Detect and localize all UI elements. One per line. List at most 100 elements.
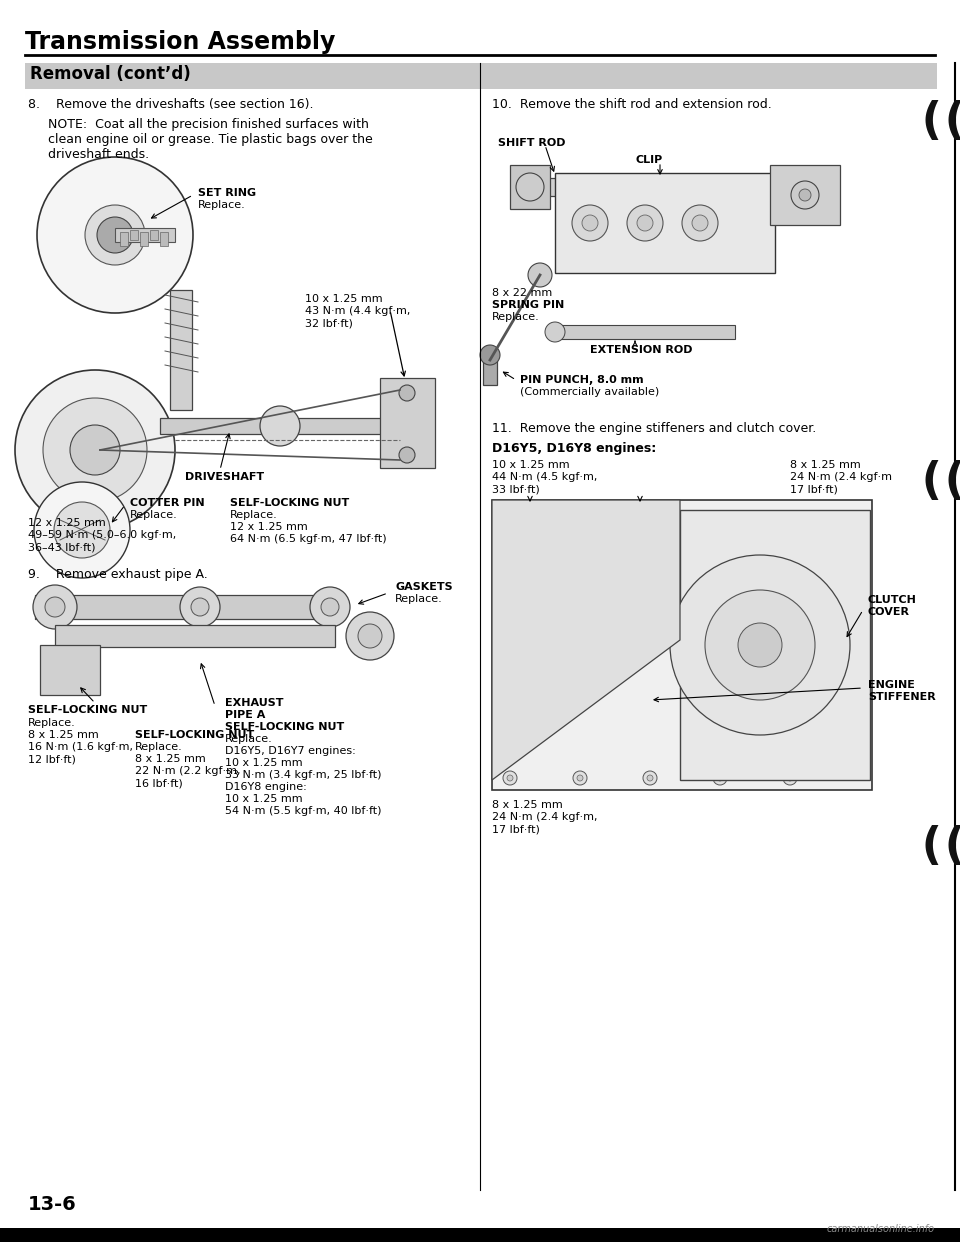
- Circle shape: [848, 553, 862, 568]
- Circle shape: [399, 447, 415, 463]
- Text: 49–59 N·m (5.0–6.0 kgf·m,: 49–59 N·m (5.0–6.0 kgf·m,: [28, 530, 177, 540]
- Circle shape: [260, 406, 300, 446]
- Text: 32 lbf·ft): 32 lbf·ft): [305, 318, 353, 328]
- Circle shape: [85, 205, 145, 265]
- Bar: [35, 595, 345, 619]
- Text: 33 N·m (3.4 kgf·m, 25 lbf·ft): 33 N·m (3.4 kgf·m, 25 lbf·ft): [225, 770, 381, 780]
- Bar: [770, 165, 840, 225]
- Circle shape: [572, 205, 608, 241]
- Text: SELF-LOCKING NUT: SELF-LOCKING NUT: [230, 498, 349, 508]
- Bar: [130, 230, 138, 240]
- Text: COTTER PIN: COTTER PIN: [130, 498, 204, 508]
- Text: ENGINE: ENGINE: [868, 681, 915, 691]
- Circle shape: [852, 515, 858, 520]
- Text: GASKETS: GASKETS: [395, 582, 452, 592]
- Bar: [25, 63, 937, 89]
- Circle shape: [852, 556, 858, 563]
- Circle shape: [787, 775, 793, 781]
- Bar: [55, 625, 335, 647]
- Text: Replace.: Replace.: [135, 741, 182, 751]
- Text: PIN PUNCH, 8.0 mm: PIN PUNCH, 8.0 mm: [520, 375, 643, 385]
- Text: SELF-LOCKING NUT: SELF-LOCKING NUT: [135, 730, 254, 740]
- Circle shape: [582, 215, 598, 231]
- Bar: [170, 289, 192, 410]
- Text: 11.  Remove the engine stiffeners and clutch cover.: 11. Remove the engine stiffeners and clu…: [492, 422, 816, 435]
- Text: ): ): [938, 820, 958, 863]
- Circle shape: [528, 263, 552, 287]
- Circle shape: [807, 515, 813, 520]
- Bar: [160, 232, 168, 246]
- Circle shape: [753, 510, 767, 525]
- Text: Replace.: Replace.: [395, 594, 443, 604]
- Text: 54 N·m (5.5 kgf·m, 40 lbf·ft): 54 N·m (5.5 kgf·m, 40 lbf·ft): [225, 806, 381, 816]
- Circle shape: [180, 587, 220, 627]
- Bar: [555, 325, 735, 339]
- Text: 8.    Remove the driveshafts (see section 16).: 8. Remove the driveshafts (see section 1…: [28, 98, 314, 111]
- Circle shape: [627, 205, 663, 241]
- Circle shape: [705, 590, 815, 700]
- Circle shape: [545, 322, 565, 342]
- Text: 8 x 22 mm: 8 x 22 mm: [492, 288, 552, 298]
- Circle shape: [653, 510, 667, 525]
- Circle shape: [848, 753, 862, 768]
- Circle shape: [557, 515, 563, 520]
- Text: D16Y5, D16Y7 engines:: D16Y5, D16Y7 engines:: [225, 746, 356, 756]
- Circle shape: [346, 612, 394, 660]
- Text: 10 x 1.25 mm: 10 x 1.25 mm: [492, 460, 569, 469]
- Circle shape: [399, 385, 415, 401]
- Circle shape: [692, 215, 708, 231]
- Circle shape: [643, 771, 657, 785]
- Text: 13-6: 13-6: [28, 1195, 77, 1213]
- Circle shape: [852, 607, 858, 614]
- Bar: [520, 178, 830, 196]
- Bar: [380, 378, 435, 468]
- Bar: [0, 1228, 960, 1242]
- Text: EXHAUST: EXHAUST: [225, 698, 283, 708]
- Text: Removal (cont’d): Removal (cont’d): [30, 65, 191, 83]
- Circle shape: [358, 623, 382, 648]
- Circle shape: [717, 775, 723, 781]
- Bar: [140, 232, 148, 246]
- Circle shape: [603, 510, 617, 525]
- Text: 10 x 1.25 mm: 10 x 1.25 mm: [305, 294, 383, 304]
- Circle shape: [852, 758, 858, 763]
- Text: 16 N·m (1.6 kgf·m,: 16 N·m (1.6 kgf·m,: [28, 741, 133, 751]
- Text: DRIVESHAFT: DRIVESHAFT: [185, 472, 264, 482]
- Text: (Commercially available): (Commercially available): [520, 388, 660, 397]
- Circle shape: [70, 425, 120, 474]
- Bar: [120, 232, 128, 246]
- Text: PIPE A: PIPE A: [225, 710, 265, 720]
- Text: 22 N·m (2.2 kgf·m,: 22 N·m (2.2 kgf·m,: [135, 766, 241, 776]
- Circle shape: [45, 597, 65, 617]
- Text: ): ): [915, 820, 935, 863]
- Circle shape: [516, 173, 544, 201]
- Text: carmanualsonline.info: carmanualsonline.info: [827, 1225, 935, 1235]
- Circle shape: [480, 345, 500, 365]
- Text: ): ): [938, 455, 958, 498]
- Circle shape: [310, 587, 350, 627]
- Text: CLIP: CLIP: [635, 155, 662, 165]
- Bar: [160, 419, 400, 433]
- Circle shape: [852, 707, 858, 713]
- Text: SELF-LOCKING NUT: SELF-LOCKING NUT: [225, 722, 345, 732]
- Circle shape: [791, 181, 819, 209]
- Circle shape: [852, 657, 858, 663]
- Text: Replace.: Replace.: [230, 510, 277, 520]
- Text: Replace.: Replace.: [28, 718, 76, 728]
- Bar: [483, 355, 497, 385]
- Text: Transmission Assembly: Transmission Assembly: [25, 30, 335, 53]
- Text: 43 N·m (4.4 kgf·m,: 43 N·m (4.4 kgf·m,: [305, 306, 410, 315]
- Text: 12 x 1.25 mm: 12 x 1.25 mm: [28, 518, 106, 528]
- Text: 44 N·m (4.5 kgf·m,: 44 N·m (4.5 kgf·m,: [492, 472, 597, 482]
- Circle shape: [799, 189, 811, 201]
- Circle shape: [573, 771, 587, 785]
- Circle shape: [848, 653, 862, 667]
- Circle shape: [37, 156, 193, 313]
- Text: 9.    Remove exhaust pipe A.: 9. Remove exhaust pipe A.: [28, 568, 207, 581]
- Circle shape: [607, 515, 613, 520]
- Text: 12 x 1.25 mm: 12 x 1.25 mm: [230, 522, 308, 532]
- Circle shape: [54, 502, 110, 558]
- Text: SELF-LOCKING NUT: SELF-LOCKING NUT: [28, 705, 147, 715]
- Circle shape: [738, 623, 782, 667]
- Circle shape: [657, 515, 663, 520]
